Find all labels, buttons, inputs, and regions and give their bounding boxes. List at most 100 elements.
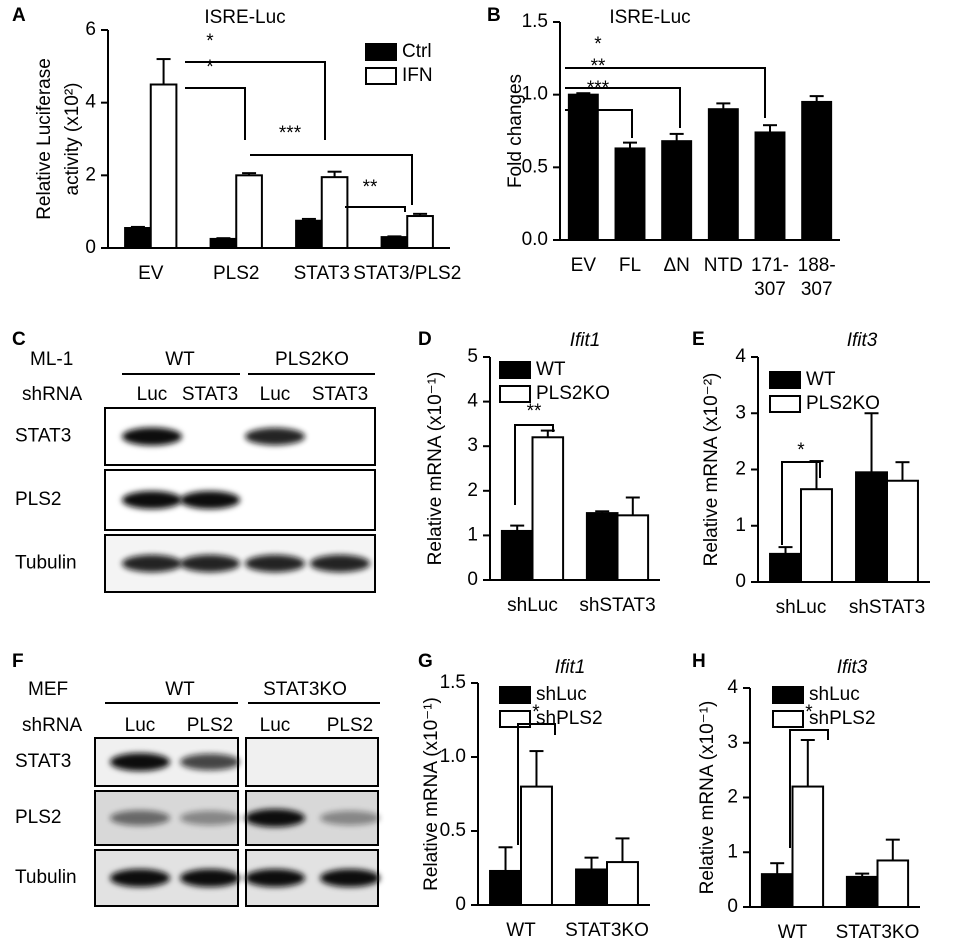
significance-label: * [206,57,214,78]
y-tick-label: 4 [727,677,738,698]
blot-band [180,810,240,826]
bar [769,552,802,583]
blot-band [320,810,380,826]
lane-label: Luc [137,384,168,405]
bar [149,83,178,249]
row-label: PLS2 [15,489,61,510]
legend-label: PLS2KO [806,393,880,414]
legend-swatch [499,361,531,379]
legend-swatch [365,67,397,85]
legend-label: IFN [402,65,433,86]
legend-label: WT [536,359,566,380]
lane-label: STAT3 [312,384,368,405]
bar [320,176,349,249]
x-tick-label: ΔN [663,255,689,276]
legend-swatch [769,395,801,413]
y-tick-label: 0 [735,571,746,592]
legend-swatch [772,686,804,704]
bar [760,873,794,909]
significance-label: * [532,702,540,723]
bar [567,93,599,241]
row-label: Tubulin [15,867,77,888]
bar [800,488,833,583]
legend-label: WT [806,369,836,390]
x-tick-label: NTD [704,255,743,276]
chart-title: ISRE-Luc [609,7,690,28]
y-tick-label: 0 [727,896,738,917]
shrna-label: shRNA [22,715,83,736]
blot-band [310,554,370,573]
y-tick-label: 6 [85,19,96,40]
y-tick-label: 0 [467,569,478,590]
y-axis-label: Relative Luciferase [34,58,55,220]
y-tick-label: 3 [727,732,738,753]
chart-title: Ifit1 [570,330,601,351]
bar [520,785,553,906]
bar [606,861,639,907]
significance-bracket [185,87,246,140]
blot-band [110,753,170,771]
blot-band [180,753,240,771]
bar [845,875,879,909]
lane-label: Luc [260,384,291,405]
group-label: STAT3KO [263,679,347,700]
x-tick-label: STAT3KO [836,922,920,939]
bar [531,436,565,581]
significance-bracket [789,729,829,848]
y-axis-label: activity (x10²) [62,83,83,196]
panel-letter: B [487,5,501,26]
y-tick-label: 1 [467,524,478,545]
bar [754,131,786,242]
bar [791,785,825,908]
blot-band [320,869,380,887]
y-axis-label: Fold changes [505,74,526,188]
y-tick-label: 2 [85,164,96,185]
legend-swatch [769,371,801,389]
bar [124,227,152,249]
x-tick-label: shLuc [507,595,558,616]
significance-bracket [185,61,326,140]
blot-band [180,491,240,509]
blot-band [245,554,305,573]
y-tick-label: 1.0 [440,746,466,767]
y-tick-label: 1.0 [522,84,548,105]
bar [406,215,434,250]
bar [707,108,739,241]
bar [886,479,919,583]
panel-letter: D [418,329,432,350]
significance-bracket [781,461,821,545]
significance-label: ** [591,56,606,77]
x-tick-label: WT [778,922,808,939]
y-tick-label: 2 [727,787,738,808]
legend-label: shLuc [536,684,587,705]
blot-band [110,869,170,887]
legend-swatch [365,43,397,61]
legend-label: PLS2KO [536,383,610,404]
bar [235,174,263,249]
y-tick-label: 4 [467,391,478,412]
legend-label: shLuc [809,684,860,705]
bar [661,140,693,242]
group-label: WT [165,679,195,700]
y-tick-label: 5 [467,346,478,367]
y-tick-label: 1.5 [522,11,548,32]
bar [295,219,323,249]
x-tick-label: 188-307 [798,255,836,300]
x-tick-label: WT [506,920,536,939]
x-tick-label: STAT3/PLS2 [353,263,461,284]
panel-letter: A [12,5,26,26]
significance-label: * [797,440,805,461]
blot-box [245,737,379,787]
significance-label: *** [587,78,610,99]
x-tick-label: PLS2 [213,263,259,284]
significance-label: ** [363,177,378,198]
group-label: PLS2KO [275,349,349,370]
chart-title: Ifit3 [837,657,868,678]
significance-bracket [345,206,406,212]
y-tick-label: 0.5 [440,820,466,841]
chart-title: ISRE-Luc [204,7,285,28]
significance-label: * [206,31,214,52]
y-tick-label: 3 [735,402,746,423]
blot-band [110,810,170,826]
significance-bracket [250,154,413,205]
